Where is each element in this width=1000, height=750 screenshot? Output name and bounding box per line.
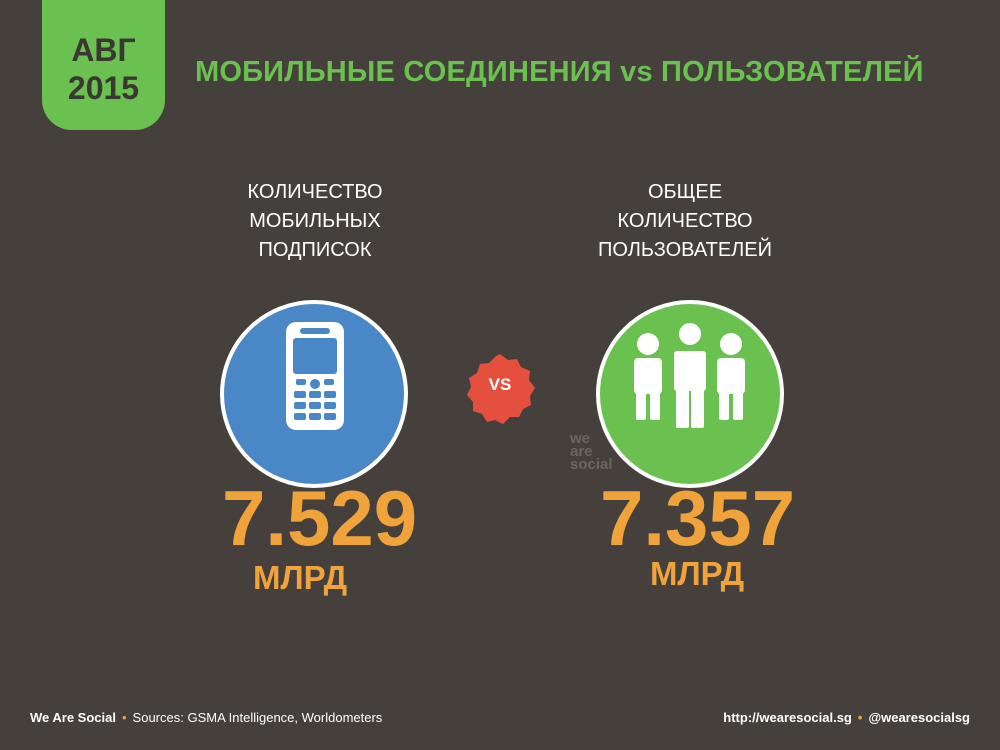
users-value: 7.357 xyxy=(600,474,796,562)
users-circle xyxy=(596,300,784,488)
users-label-line: КОЛИЧЕСТВО xyxy=(617,210,753,232)
page-title: МОБИЛЬНЫЕ СОЕДИНЕНИЯ vs ПОЛЬЗОВАТЕЛЕЙ xyxy=(195,56,924,88)
footer-separator: • xyxy=(121,710,127,725)
watermark-line: social xyxy=(570,456,613,473)
vs-label: VS xyxy=(488,375,512,394)
footer-separator: • xyxy=(857,710,863,725)
footer-url-link[interactable]: http://wearesocial.sg xyxy=(723,710,852,725)
mobile-phone-icon xyxy=(286,322,344,430)
footer-brand: We Are Social xyxy=(30,710,116,725)
mobile-phone-circle xyxy=(220,300,408,488)
users-label: ОБЩЕЕ КОЛИЧЕСТВО ПОЛЬЗОВАТЕЛЕЙ xyxy=(570,178,800,265)
users-label-line: ОБЩЕЕ xyxy=(647,181,723,203)
footer-handle-link[interactable]: @wearesocialsg xyxy=(868,710,970,725)
footer-links: http://wearesocial.sg • @wearesocialsg xyxy=(723,710,970,725)
vs-badge-shape xyxy=(467,354,535,424)
footer-sources-text: Sources: GSMA Intelligence, Worldometers xyxy=(132,710,383,725)
watermark-line: we xyxy=(570,430,591,447)
subscriptions-label: КОЛИЧЕСТВО МОБИЛЬНЫХ ПОДПИСОК xyxy=(200,178,430,265)
watermark-line: are xyxy=(570,443,593,460)
users-label-line: ПОЛЬЗОВАТЕЛЕЙ xyxy=(598,239,772,261)
users-unit: МЛРД xyxy=(650,555,745,592)
footer-sources: We Are Social • Sources: GSMA Intelligence… xyxy=(30,710,382,725)
subscriptions-unit: МЛРД xyxy=(253,559,348,596)
people-group-icon xyxy=(634,319,745,428)
date-month: АВГ xyxy=(71,32,136,68)
subscriptions-label-line: МОБИЛЬНЫХ xyxy=(249,210,381,232)
subscriptions-value: 7.529 xyxy=(222,474,418,562)
subscriptions-label-line: ПОДПИСОК xyxy=(258,239,372,261)
date-year: 2015 xyxy=(67,70,140,106)
we-are-social-watermark: we are social xyxy=(570,430,613,473)
vs-badge xyxy=(467,354,535,424)
subscriptions-label-line: КОЛИЧЕСТВО xyxy=(247,181,383,203)
date-badge: АВГ 2015 xyxy=(42,0,165,130)
